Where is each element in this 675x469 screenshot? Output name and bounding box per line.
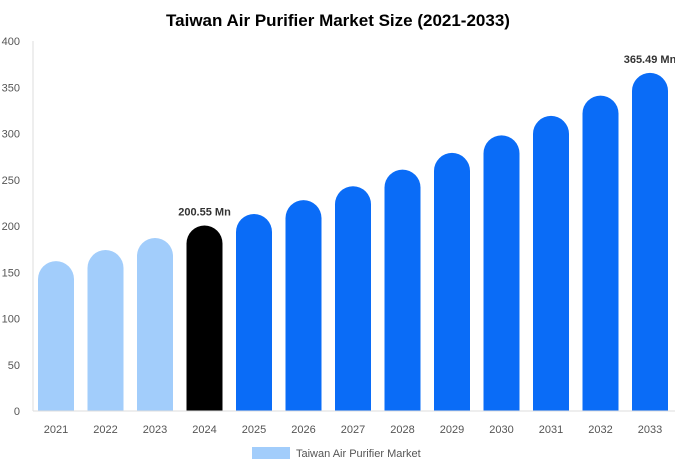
- data-label-2024: 200.55 Mn: [178, 206, 231, 218]
- x-tick-label: 2029: [440, 424, 464, 436]
- x-tick-label: 2031: [539, 424, 563, 436]
- x-tick-label: 2033: [638, 424, 662, 436]
- x-tick-label: 2030: [489, 424, 513, 436]
- bar-2029[interactable]: [434, 152, 470, 412]
- x-tick-label: 2026: [291, 424, 315, 436]
- y-tick-label: 350: [2, 82, 20, 94]
- x-tick-label: 2032: [588, 424, 612, 436]
- x-tick-label: 2022: [93, 424, 117, 436]
- bar-2027[interactable]: [335, 186, 371, 411]
- y-axis: 0 50 100 150 200 250 300 350 400: [2, 36, 34, 418]
- x-tick-label: 2027: [341, 424, 365, 436]
- data-label-2033: 365.49 Mn: [624, 54, 675, 66]
- x-tick-label: 2025: [242, 424, 266, 436]
- legend[interactable]: Taiwan Air Purifier Market: [252, 447, 421, 460]
- chart-title: Taiwan Air Purifier Market Size (2021-20…: [166, 11, 510, 30]
- y-tick-label: 250: [2, 175, 20, 187]
- bar-2033[interactable]: [632, 72, 668, 411]
- bar-2022[interactable]: [87, 250, 124, 411]
- bar-2026[interactable]: [285, 200, 322, 411]
- bars: [38, 72, 668, 412]
- bar-2024[interactable]: [186, 225, 223, 411]
- y-tick-label: 100: [2, 314, 20, 326]
- y-tick-label: 0: [14, 406, 20, 418]
- x-tick-label: 2021: [44, 424, 68, 436]
- bar-2030[interactable]: [483, 135, 520, 411]
- y-tick-label: 300: [2, 129, 20, 141]
- y-tick-label: 50: [8, 360, 20, 372]
- legend-swatch: [252, 447, 290, 459]
- legend-label: Taiwan Air Purifier Market: [296, 448, 421, 460]
- x-axis: 2021 2022 2023 2024 2025 2026 2027 2028 2029 2030…: [33, 410, 675, 436]
- bar-2028[interactable]: [384, 169, 421, 411]
- bar-2032[interactable]: [582, 95, 619, 411]
- bar-2023[interactable]: [137, 238, 173, 411]
- y-tick-label: 150: [2, 267, 20, 279]
- bar-2031[interactable]: [533, 115, 569, 412]
- y-tick-label: 200: [2, 221, 20, 233]
- x-tick-label: 2023: [143, 424, 167, 436]
- y-tick-label: 400: [2, 36, 20, 48]
- x-tick-label: 2024: [192, 424, 216, 436]
- x-tick-label: 2028: [390, 424, 414, 436]
- bar-2021[interactable]: [38, 261, 74, 411]
- bar-2025[interactable]: [236, 213, 272, 411]
- data-labels: 200.55 Mn 365.49 Mn: [178, 54, 675, 219]
